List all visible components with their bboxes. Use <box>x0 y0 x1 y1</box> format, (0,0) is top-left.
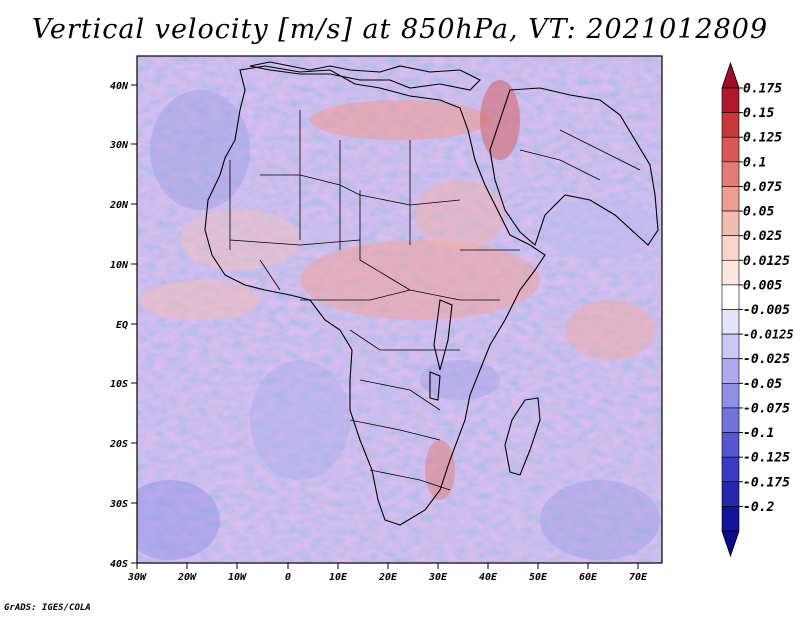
lat-label: 30N <box>109 140 129 151</box>
lon-label: 30W <box>127 572 147 583</box>
colorbar: 0.175 0.15 0.125 0.1 0.075 0.05 0.025 0.0125 0.0… <box>721 61 794 558</box>
lon-label: 10E <box>329 572 348 583</box>
colorbar-swatches <box>721 87 740 532</box>
colorbar-swatch <box>721 112 740 138</box>
colorbar-label: 0.0125 <box>743 254 790 269</box>
lon-label: 70E <box>629 572 648 583</box>
colorbar-label: 0.005 <box>743 278 782 293</box>
colorbar-upper-triangle <box>721 61 740 89</box>
colorbar-label: 0.15 <box>743 106 774 121</box>
colorbar-swatch <box>721 333 740 360</box>
colorbar-label: -0.005 <box>743 303 790 318</box>
velocity-field <box>137 56 662 563</box>
lon-label: 10W <box>228 572 247 583</box>
colorbar-label: 0.125 <box>743 131 782 146</box>
colorbar-label: 0.1 <box>743 155 766 170</box>
lat-label: 20N <box>109 200 129 211</box>
colorbar-swatch <box>721 358 740 384</box>
colorbar-labels: 0.175 0.15 0.125 0.1 0.075 0.05 0.025 0.0125 0.0… <box>739 82 794 515</box>
lon-axis: 30W 20W 10W 0 10E 20E 30E 40E 50E 60E 70… <box>127 563 648 583</box>
colorbar-label: -0.0125 <box>743 328 794 342</box>
lat-label: 20S <box>109 439 128 450</box>
colorbar-lower-triangle <box>721 530 740 558</box>
colorbar-label: -0.025 <box>743 352 790 367</box>
colorbar-swatch <box>721 87 740 113</box>
lat-axis: 40N 30N 20N 10N EQ 10S 20S 30S 40S <box>109 81 137 570</box>
lat-label: 30S <box>109 499 128 510</box>
colorbar-swatch <box>721 456 740 483</box>
lon-label: 20W <box>177 572 197 583</box>
grads-credit: GrADS: IGES/COLA <box>4 603 91 613</box>
lon-label: 40E <box>479 572 498 583</box>
colorbar-swatch <box>721 481 740 507</box>
colorbar-swatch <box>721 235 740 261</box>
lon-label: 20E <box>378 572 398 583</box>
colorbar-swatch <box>721 210 740 236</box>
country-borders <box>229 110 641 491</box>
map-title: Vertical velocity [m/s] at 850hPa, VT: 2… <box>31 14 769 45</box>
colorbar-label: -0.125 <box>743 451 790 466</box>
colorbar-swatch <box>721 309 740 335</box>
lon-label: 60E <box>579 572 598 583</box>
colorbar-label: 0.175 <box>743 82 782 97</box>
colorbar-swatch <box>721 161 740 187</box>
lon-label: 0 <box>285 572 291 583</box>
lon-label: 30E <box>428 572 448 583</box>
colorbar-swatch <box>721 506 740 532</box>
colorbar-swatch <box>721 136 740 163</box>
colorbar-label: -0.175 <box>743 475 790 490</box>
lat-label: EQ <box>116 320 128 331</box>
colorbar-label: -0.1 <box>743 426 774 441</box>
colorbar-label: 0.075 <box>743 180 782 195</box>
colorbar-swatch <box>721 432 740 458</box>
lat-label: 10N <box>110 260 129 271</box>
lon-label: 50E <box>529 572 548 583</box>
colorbar-swatch <box>721 259 740 286</box>
colorbar-swatch <box>721 383 740 409</box>
lat-label: 40N <box>110 81 129 92</box>
colorbar-swatch <box>721 284 740 310</box>
colorbar-label: -0.2 <box>743 500 774 515</box>
colorbar-label: -0.05 <box>743 377 782 392</box>
coastlines <box>204 61 659 526</box>
colorbar-swatch <box>721 407 740 433</box>
lat-label: 40S <box>110 559 128 570</box>
colorbar-label: 0.05 <box>743 205 774 220</box>
map-frame <box>136 55 663 564</box>
colorbar-swatch <box>721 186 740 212</box>
lat-label: 10S <box>110 379 128 390</box>
colorbar-label: -0.075 <box>743 401 790 416</box>
colorbar-label: 0.025 <box>743 229 782 244</box>
